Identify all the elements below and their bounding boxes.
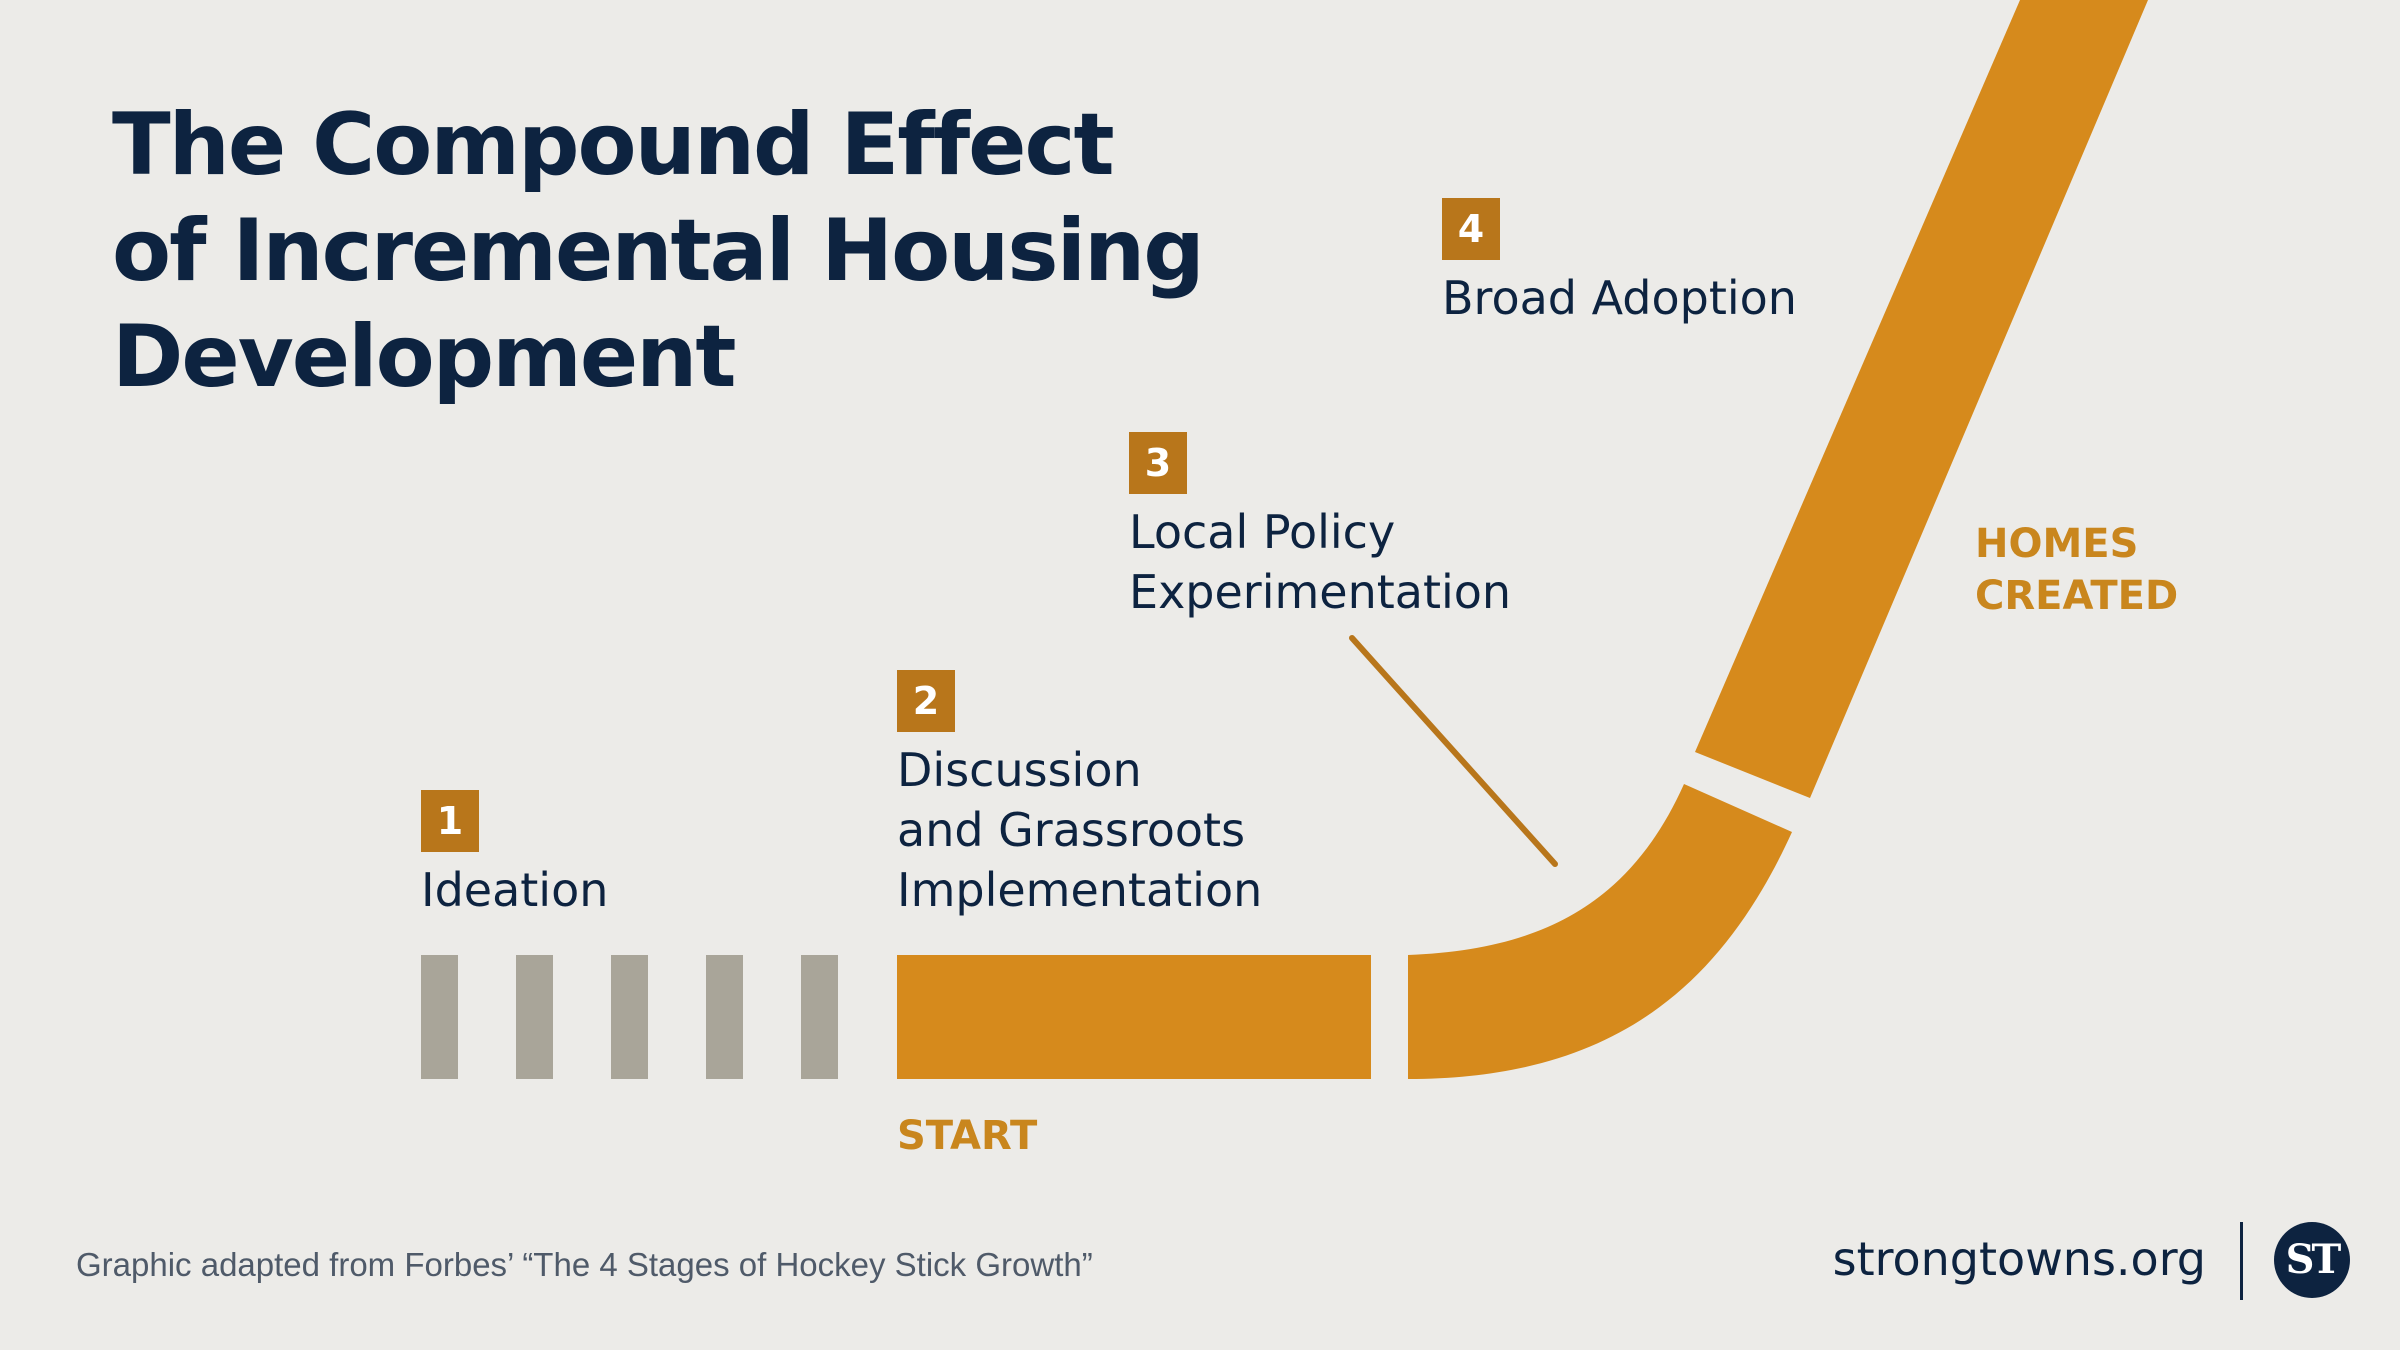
title-line-1: The Compound Effect — [112, 95, 1115, 195]
ideation-bar-2 — [516, 955, 553, 1079]
adoption-segment — [1695, 0, 2148, 798]
policy-curve-segment — [1408, 784, 1792, 1079]
title-line-3: Development — [112, 307, 737, 407]
title-line-2: of Incremental Housing — [112, 201, 1205, 301]
stage-2-badge: 2 — [897, 670, 955, 732]
ideation-bar-1 — [421, 955, 458, 1079]
stage-4: 4 Broad Adoption — [1442, 198, 1797, 328]
source-note: Graphic adapted from Forbes’ “The 4 Stag… — [76, 1246, 1093, 1283]
stage-3-badge: 3 — [1129, 432, 1187, 494]
stage-2-label-line-3: Implementation — [897, 863, 1263, 917]
stage-3: 3 Local Policy Experimentation — [1129, 432, 1511, 622]
page-title: The Compound Effect of Incremental Housi… — [112, 92, 1412, 410]
ideation-bar-5 — [801, 955, 838, 1079]
homes-created-label: HOMES CREATED — [1975, 518, 2178, 622]
stage-2-label-line-2: and Grassroots — [897, 803, 1246, 857]
stage-2: 2 Discussion and Grassroots Implementati… — [897, 670, 1262, 920]
stage-4-label: Broad Adoption — [1442, 271, 1797, 325]
stage-3-label-line-1: Local Policy — [1129, 505, 1396, 559]
strongtowns-logo: ST — [2274, 1222, 2350, 1298]
ideation-bar-3 — [611, 955, 648, 1079]
stage-3-pointer-line — [1349, 635, 1558, 867]
homes-created-line-2: CREATED — [1975, 573, 2179, 619]
stage-1-label: Ideation — [421, 863, 609, 917]
start-label: START — [897, 1113, 1038, 1159]
grassroots-segment — [897, 955, 1371, 1079]
stage-3-label-line-2: Experimentation — [1129, 565, 1512, 619]
homes-created-line-1: HOMES — [1975, 521, 2139, 567]
stage-1-badge: 1 — [421, 790, 479, 852]
footer-divider — [2240, 1222, 2243, 1300]
ideation-bar-4 — [706, 955, 743, 1079]
site-link[interactable]: strongtowns.org — [1832, 1232, 2206, 1286]
stage-4-badge: 4 — [1442, 198, 1500, 260]
stage-2-label-line-1: Discussion — [897, 743, 1142, 797]
stage-1: 1 Ideation — [421, 790, 608, 920]
